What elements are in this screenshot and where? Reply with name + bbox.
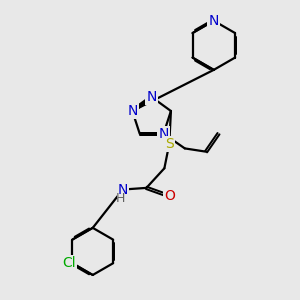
Text: S: S [165,137,174,151]
Text: N: N [127,104,137,118]
Text: N: N [208,14,219,28]
Text: O: O [164,189,175,203]
Text: N: N [158,127,169,141]
Text: N: N [118,182,128,197]
Text: Cl: Cl [62,256,76,270]
Text: N: N [146,90,157,104]
Text: H: H [116,192,125,205]
